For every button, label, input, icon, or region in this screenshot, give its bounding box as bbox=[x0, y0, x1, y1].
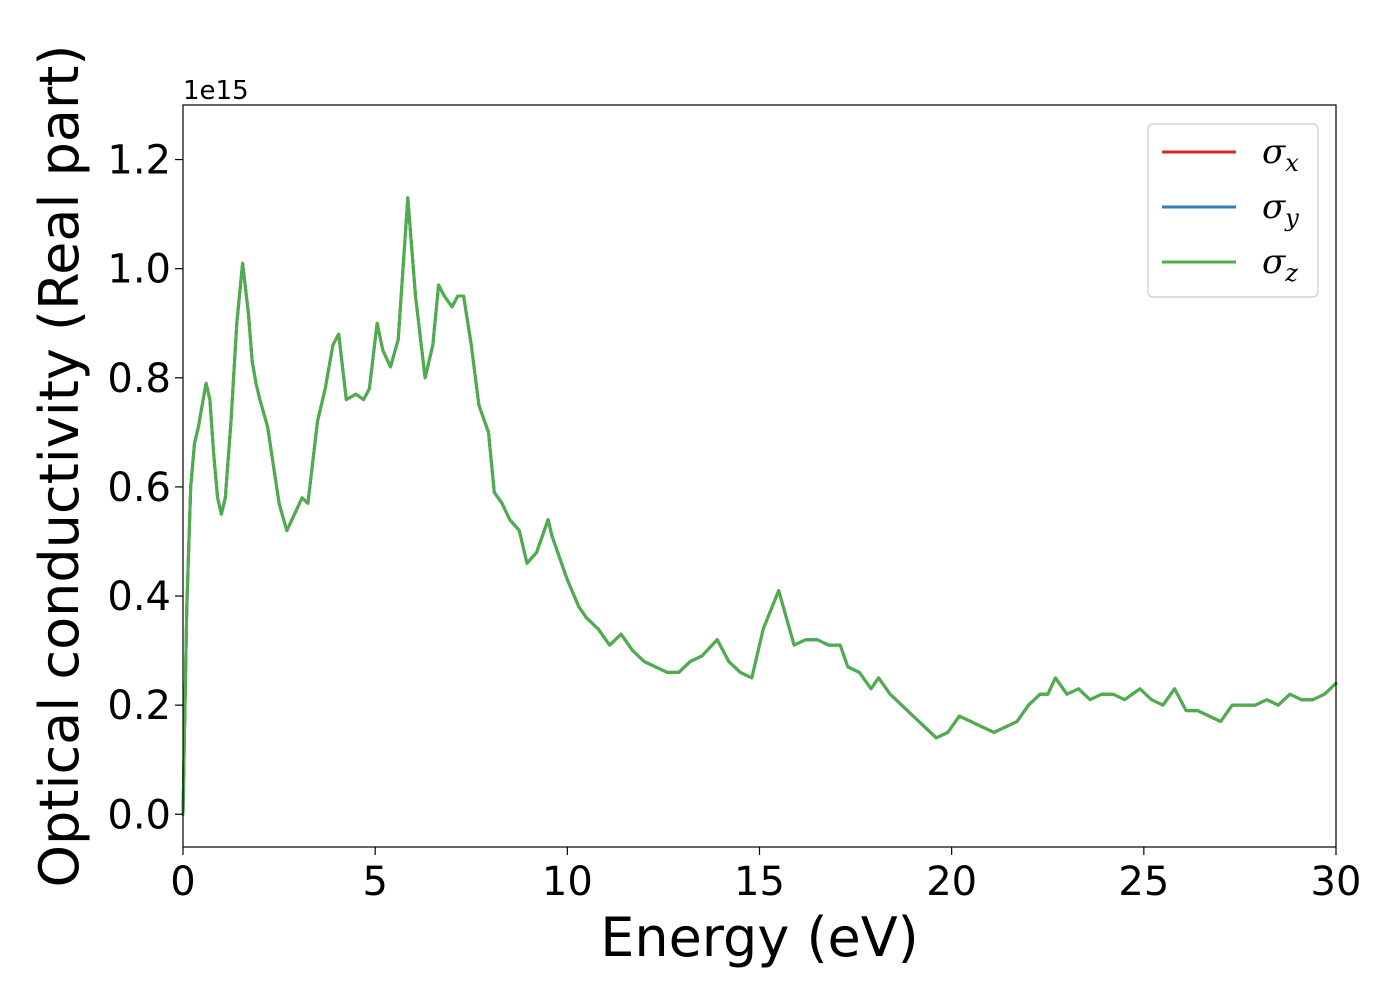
x-axis-title: Energy (eV) bbox=[600, 906, 919, 969]
x-tick-label: 20 bbox=[926, 859, 977, 905]
y-axis-title: Optical conductivity (Real part) bbox=[28, 45, 91, 888]
x-tick-label: 30 bbox=[1311, 859, 1362, 905]
series-layer bbox=[181, 196, 1338, 816]
x-tick-label: 10 bbox=[542, 859, 593, 905]
y-tick-label: 0.6 bbox=[107, 465, 171, 511]
y-tick-label: 1.2 bbox=[107, 138, 171, 184]
y-tick-label: 0.2 bbox=[107, 683, 171, 729]
legend-box bbox=[1147, 123, 1319, 298]
y-axis-offset-label: 1e15 bbox=[183, 76, 249, 106]
y-axis: 0.0 0.2 0.4 0.6 0.8 1.0 1.2 bbox=[107, 138, 183, 838]
x-tick-label: 5 bbox=[362, 859, 387, 905]
x-tick-label: 0 bbox=[170, 859, 195, 905]
x-tick-label: 25 bbox=[1118, 859, 1169, 905]
legend-label-x: σx bbox=[1262, 132, 1299, 177]
x-tick-label: 15 bbox=[734, 859, 785, 905]
legend-label-y: σy bbox=[1262, 187, 1299, 232]
x-axis: 0 5 10 15 20 25 30 bbox=[170, 847, 1361, 905]
legend-entries: σx σy σz bbox=[1162, 132, 1299, 287]
y-tick-label: 0.4 bbox=[107, 574, 171, 620]
legend-label-z: σz bbox=[1262, 242, 1298, 287]
legend: σx σy σz bbox=[1147, 123, 1319, 298]
y-tick-label: 0.8 bbox=[107, 356, 171, 402]
series-line-z bbox=[181, 196, 1338, 816]
y-tick-label: 0.0 bbox=[107, 792, 171, 838]
y-tick-label: 1.0 bbox=[107, 247, 171, 293]
